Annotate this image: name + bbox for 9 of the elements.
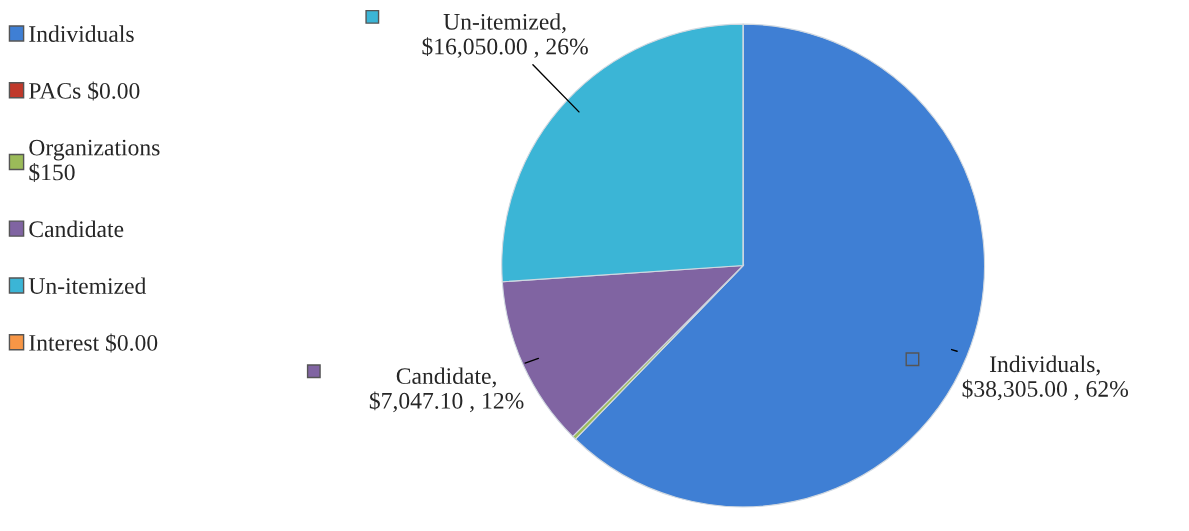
legend-label: Individuals [29, 25, 134, 42]
legend-label: Interest $0.00 [29, 333, 158, 353]
legend-label: PACs $0.00 [29, 81, 140, 101]
data-label: Individuals, $38,305.00 , 62% [962, 355, 1129, 401]
data-label: Un-itemized, $16,050.00 , 26% [422, 13, 588, 58]
legend-label: Candidate [29, 220, 124, 238]
legend-label: Organizations $150 [29, 139, 160, 182]
legend-label: Un-itemized [28, 277, 147, 294]
data-label: Candidate, $7,047.10 , 12% [369, 367, 524, 413]
